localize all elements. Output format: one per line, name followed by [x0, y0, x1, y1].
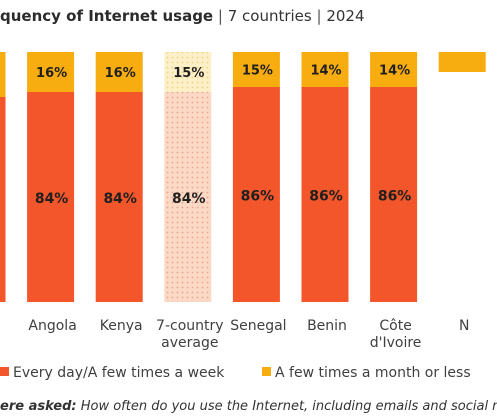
data-label-monthly: 15% — [173, 66, 204, 81]
title-separator: | — [316, 7, 327, 25]
legend-swatch-monthly — [262, 367, 271, 376]
data-label-monthly: 14% — [310, 64, 341, 79]
x-tick-label: Senegal — [230, 318, 286, 334]
data-label-monthly: 14% — [379, 64, 410, 79]
data-label-monthly: 15% — [242, 64, 273, 79]
data-label-daily: 86% — [309, 189, 343, 205]
bar-segment-monthly — [301, 52, 349, 87]
x-tick-label: Kenya — [100, 318, 143, 334]
x-tick-label: Benin — [307, 318, 347, 334]
x-tick-label: Angola — [28, 318, 76, 334]
bar-segment-monthly — [0, 52, 6, 97]
data-label-daily: 84% — [103, 191, 137, 207]
x-tick-label: Côte — [379, 318, 411, 334]
data-label-monthly: 16% — [36, 66, 67, 81]
legend-label: A few times a month or less — [275, 365, 471, 381]
data-label-daily: 84% — [35, 191, 69, 207]
bar-segment-monthly — [95, 52, 143, 92]
data-label-daily: 86% — [241, 189, 275, 205]
bar-segment-monthly — [370, 52, 418, 87]
bar-segment-monthly — [164, 52, 212, 92]
title-separator: | — [217, 7, 228, 25]
bar-segment-daily — [95, 92, 143, 302]
bar-segment-daily — [0, 97, 6, 302]
bar-segment-daily — [232, 87, 280, 302]
x-tick-label: N — [459, 318, 469, 334]
stacked-bar-chart: %%84%16%84%16%84%15%86%15%86%14%86%14% a… — [0, 52, 486, 381]
title-main: quency of Internet usage — [0, 7, 214, 25]
bar-segment-daily — [164, 92, 212, 302]
bar-segment-monthly — [438, 52, 486, 72]
footnote-lead: ere asked: — [0, 399, 77, 414]
bar-segment-daily — [27, 92, 75, 302]
bar-segment-daily — [370, 87, 418, 302]
chart-title: quency of Internet usage | 7 countries |… — [0, 7, 365, 25]
bar-segment-daily — [301, 87, 349, 302]
data-label-monthly: 16% — [105, 66, 136, 81]
title-countries: 7 countries — [227, 7, 312, 25]
legend-swatch-daily — [0, 367, 9, 376]
title-year: 2024 — [326, 7, 365, 25]
bar-segment-monthly — [232, 52, 280, 87]
bar-segment-monthly — [27, 52, 75, 92]
footnote: ere asked: How often do you use the Inte… — [0, 399, 497, 414]
x-tick-label: 7-country — [156, 318, 224, 334]
footnote-question: How often do you use the Internet, inclu… — [80, 399, 497, 414]
x-tick-label: d'Ivoire — [370, 335, 422, 351]
legend-label: Every day/A few times a week — [13, 365, 225, 381]
data-label-daily: 86% — [378, 189, 412, 205]
data-label-daily: 84% — [172, 191, 206, 207]
x-tick-label: average — [161, 335, 218, 351]
